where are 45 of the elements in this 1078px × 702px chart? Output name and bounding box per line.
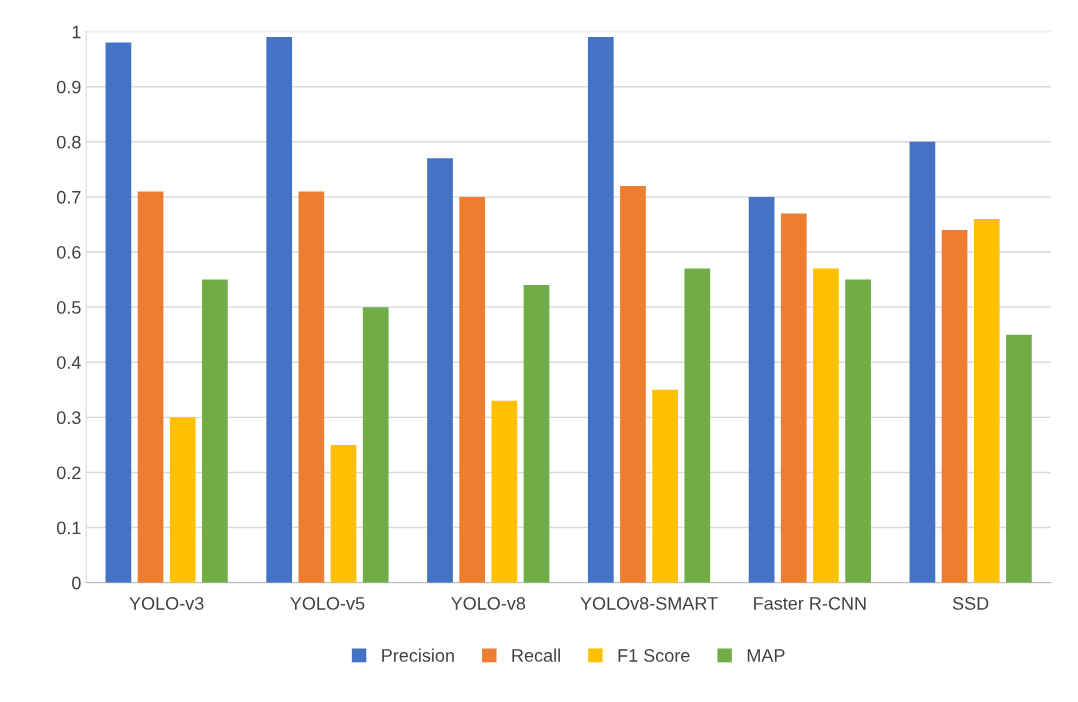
bar [652, 389, 678, 583]
y-tick-label: 0.1 [56, 521, 81, 535]
x-tick-label: YOLO-v8 [451, 597, 526, 610]
bar [845, 279, 871, 583]
bar [330, 444, 357, 583]
legend-label: F1 Score [618, 649, 690, 662]
x-tick-label: YOLO-v5 [290, 597, 365, 610]
y-tick-label: 0.4 [56, 356, 81, 369]
bar [362, 307, 389, 583]
bar [748, 196, 775, 583]
bar [137, 191, 164, 583]
y-tick-label: 0.9 [56, 80, 81, 94]
bar [105, 42, 132, 583]
y-tick-label: 0.5 [56, 301, 81, 314]
bar [491, 400, 518, 583]
bar [169, 417, 196, 583]
bar [973, 218, 1000, 583]
bar [1006, 334, 1032, 583]
bar [620, 185, 646, 583]
bar [684, 268, 711, 583]
bar [909, 141, 936, 583]
y-tick-label: 0.6 [56, 245, 81, 259]
bar [523, 285, 550, 583]
x-tick-label: YOLO-v3 [129, 597, 204, 610]
bar [780, 213, 807, 583]
x-tick-label: Faster R-CNN [754, 597, 866, 610]
bar [587, 37, 614, 583]
legend-label: MAP [747, 649, 785, 662]
bar [266, 37, 293, 583]
y-tick-label: 0 [72, 576, 81, 590]
y-tick-label: 0.2 [56, 466, 81, 480]
y-tick-label: 0.8 [56, 135, 81, 149]
bar [459, 196, 486, 583]
y-tick-label: 0.7 [56, 190, 81, 204]
legend-label: Recall [512, 648, 560, 662]
bar [941, 229, 968, 583]
legend-label: Precision [382, 648, 454, 662]
y-tick-label: 1 [72, 25, 81, 39]
bar [813, 268, 839, 583]
x-tick-label: SSD [952, 597, 989, 610]
bar [298, 191, 325, 583]
bar [202, 279, 228, 583]
x-tick-label: YOLOv8-SMART [580, 597, 718, 610]
bar [427, 158, 453, 583]
y-tick-label: 0.3 [56, 411, 81, 425]
